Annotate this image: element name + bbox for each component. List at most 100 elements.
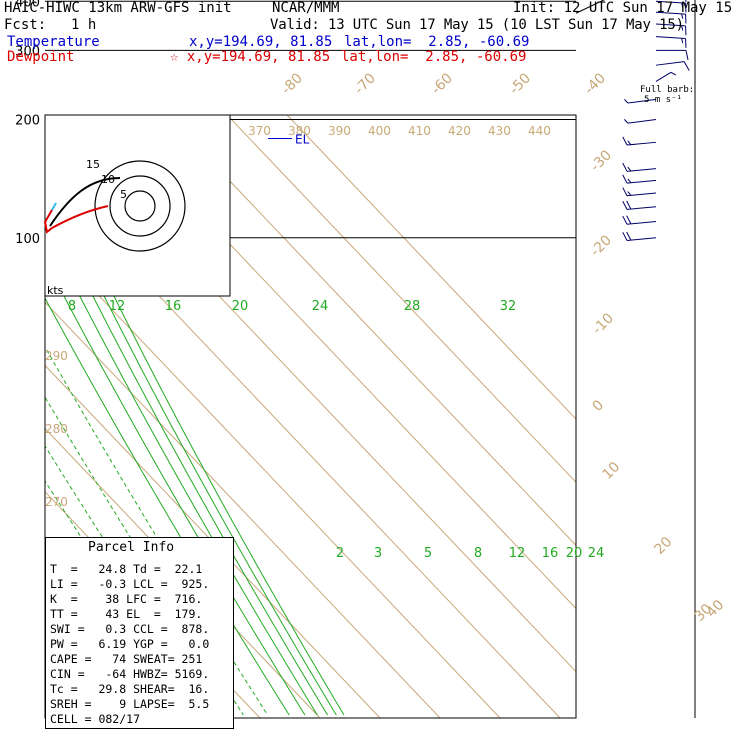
mixing-ratio-label: 16 <box>165 299 182 314</box>
isotherm-label: -50 <box>507 70 534 97</box>
mixing-ratio-label: 20 <box>232 299 249 314</box>
mixing-ratio-label: 24 <box>312 299 329 314</box>
isotherm-line <box>286 115 576 420</box>
hodograph-ring-label: 15 <box>86 158 100 171</box>
wind-barb-staff <box>655 23 686 27</box>
wind-barb-flag <box>683 61 690 71</box>
mixing-ratio-line <box>78 294 318 716</box>
mixing-ratio-label: 32 <box>500 299 517 314</box>
mixing-ratio-label: 5 <box>424 546 432 561</box>
hodograph-frame <box>44 114 231 297</box>
wind-barb-flag <box>626 215 632 225</box>
wind-barb-flag <box>670 71 677 76</box>
theta-label: 290 <box>45 349 68 363</box>
mixing-ratio-label: 8 <box>68 299 76 314</box>
mixing-ratio-line <box>103 294 337 716</box>
pressure-tick-label: 200 <box>15 114 40 129</box>
parcel-row: SREH = 9 LAPSE= 5.5 <box>50 697 210 711</box>
isotherm-label: -20 <box>588 232 615 259</box>
isotherm-label: -70 <box>352 70 379 97</box>
mixing-ratio-label: 2 <box>336 546 344 561</box>
mixing-ratio-line <box>45 297 290 716</box>
parcel-info-box <box>45 537 234 729</box>
wind-barb-staff <box>655 0 686 4</box>
mixing-ratio-label: 24 <box>588 546 605 561</box>
mixing-ratio-label: 12 <box>509 546 526 561</box>
mixing-ratio-label: 28 <box>404 299 421 314</box>
mixing-ratio-line <box>91 294 329 716</box>
wind-barb-staff <box>626 141 657 146</box>
wind-barb-flag <box>626 231 632 241</box>
isotherm-label: 0 <box>590 397 608 415</box>
mixing-ratio-label: 3 <box>374 546 382 561</box>
parcel-row: PW = 6.19 YGP = 0.0 <box>50 637 210 651</box>
hodograph-ring <box>124 190 156 222</box>
wind-barb-staff <box>626 206 657 210</box>
isotherm-line <box>166 115 576 547</box>
fcst-value: 1 h <box>71 17 97 33</box>
isotherm-line <box>45 301 441 718</box>
wind-barb-staff <box>626 237 657 242</box>
wind-barb-staff <box>627 119 657 124</box>
wind-barb-flag <box>624 98 629 104</box>
level-annotations: ELLFCCCLLCL <box>268 132 310 146</box>
hodograph-ring <box>94 160 186 252</box>
isotherm-line <box>226 115 576 483</box>
parcel-row: CAPE = 74 SWEAT= 251 <box>50 652 203 666</box>
wind-barb-staff <box>626 168 657 172</box>
dry-adiabat <box>0 115 27 715</box>
parcel-row: T = 24.8 Td = 22.1 <box>50 562 203 576</box>
parcel-row: TT = 43 EL = 179. <box>50 607 203 621</box>
wind-barb-staff <box>626 179 657 184</box>
wind-barb-flag <box>622 162 628 172</box>
wind-barb-flag <box>627 191 632 196</box>
init-time: Init: 12 UTC Sun 17 May 15 <box>513 0 733 16</box>
hodograph-ring-label: 5 <box>120 188 127 201</box>
wind-barb-flag <box>624 119 629 124</box>
mixing-ratio-line <box>45 445 219 716</box>
axis-labels: 1002003004005006007008009001000-80-70-60… <box>15 0 727 625</box>
parcel-row: LI = -0.3 LCL = 925. <box>50 577 210 591</box>
mixing-ratio-line <box>113 294 345 716</box>
isotherm-line <box>45 364 381 718</box>
isotherm-label: 10 <box>600 459 624 483</box>
isotherm-label: -40 <box>582 70 609 97</box>
pressure-tick-label: 400 <box>15 0 40 10</box>
hodograph-axis-label: kts <box>47 284 64 297</box>
wind-barb-flag <box>681 38 684 44</box>
org-label: NCAR/MMM <box>272 0 340 16</box>
theta-label: 430 <box>488 124 511 138</box>
barb-key-title: Full barb: <box>640 85 695 95</box>
pressure-tick-label: 100 <box>15 232 40 247</box>
pressure-tick-label: 300 <box>15 44 40 59</box>
wind-barb-flag <box>626 200 632 210</box>
theta-label: 280 <box>45 422 68 436</box>
theta-label: 270 <box>45 495 68 509</box>
isotherm-label: -10 <box>590 310 617 337</box>
parcel-info-title: Parcel Info <box>88 540 175 555</box>
dewpoint-latlon: lat,lon= 2.85, -60.69 <box>341 49 527 65</box>
wind-barb-flag <box>622 136 628 146</box>
hodograph-trace-lower <box>43 205 109 234</box>
hodograph-ring <box>109 175 171 237</box>
mixing-ratio-label: 8 <box>474 546 482 561</box>
temperature-legend: Temperature <box>7 34 100 50</box>
theta-label: 440 <box>528 124 551 138</box>
hodograph-trace-top <box>51 202 57 211</box>
wind-barb-staff <box>626 192 657 197</box>
valid-time: Valid: 13 UTC Sun 17 May 15 (10 LST Sun … <box>270 17 684 33</box>
wind-barb-flag <box>622 200 628 210</box>
mixing-ratio-line <box>62 294 306 716</box>
dewpoint-xy: ☆ x,y=194.69, 81.85 <box>170 49 331 65</box>
theta-label: 390 <box>328 124 351 138</box>
temperature-xy: x,y=194.69, 81.85 <box>189 34 333 50</box>
parcel-row: CIN = -64 HWBZ= 5169. <box>50 667 210 681</box>
parcel-row: SWI = 0.3 CCL = 878. <box>50 622 210 636</box>
wind-barb-staff <box>655 71 672 82</box>
wind-barb-flag <box>685 50 689 60</box>
isotherm-label: -30 <box>588 147 615 174</box>
isotherm-label: -80 <box>279 70 306 97</box>
theta-label: 380 <box>288 124 311 138</box>
